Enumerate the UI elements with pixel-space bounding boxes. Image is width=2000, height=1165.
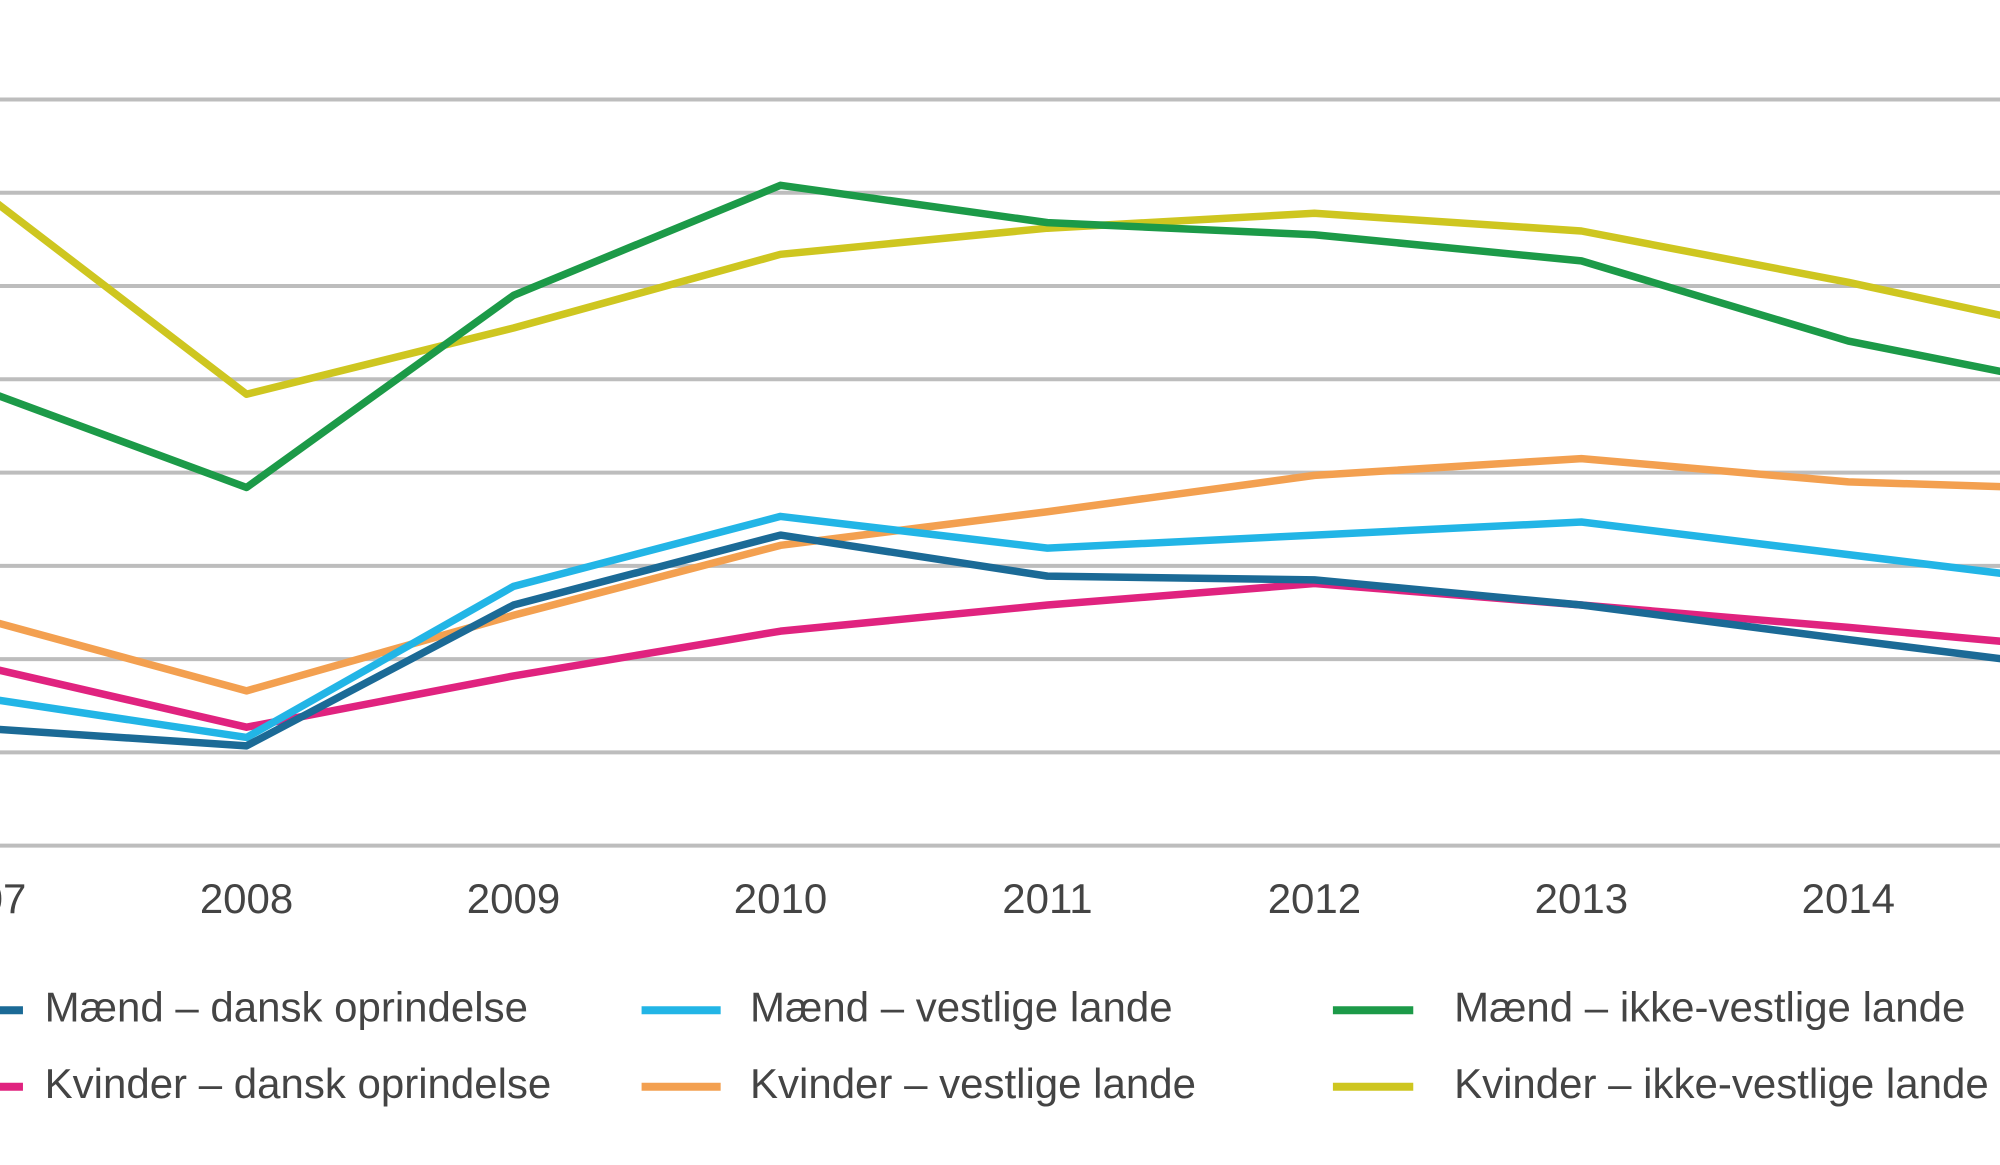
- legend-label: Kvinder – ikke-vestlige lande: [1454, 1060, 1989, 1107]
- series-line: [0, 181, 2000, 492]
- series-line: [0, 512, 2000, 742]
- x-tick-label: 2012: [1268, 875, 1361, 922]
- legend-label: Mænd – vestlige lande: [750, 983, 1173, 1030]
- legend-label: Kvinder – dansk oprindelse: [45, 1060, 552, 1107]
- x-tick-label: 2011: [1002, 875, 1092, 922]
- x-tick-label: 2007: [0, 875, 26, 922]
- x-tick-label: 2008: [200, 875, 293, 922]
- legend-label: Kvinder – vestlige lande: [750, 1060, 1196, 1107]
- series-line: [0, 531, 2000, 750]
- series-line: [0, 579, 2000, 731]
- series-line: [0, 200, 2000, 398]
- legend-label: Mænd – dansk oprindelse: [45, 983, 528, 1030]
- series-line: [0, 454, 2000, 695]
- x-tick-label: 2009: [467, 875, 560, 922]
- x-tick-label: 2014: [1802, 875, 1895, 922]
- x-tick-label: 2013: [1535, 875, 1628, 922]
- legend-label: Mænd – ikke-vestlige lande: [1454, 983, 1965, 1030]
- x-tick-label: 2010: [734, 875, 827, 922]
